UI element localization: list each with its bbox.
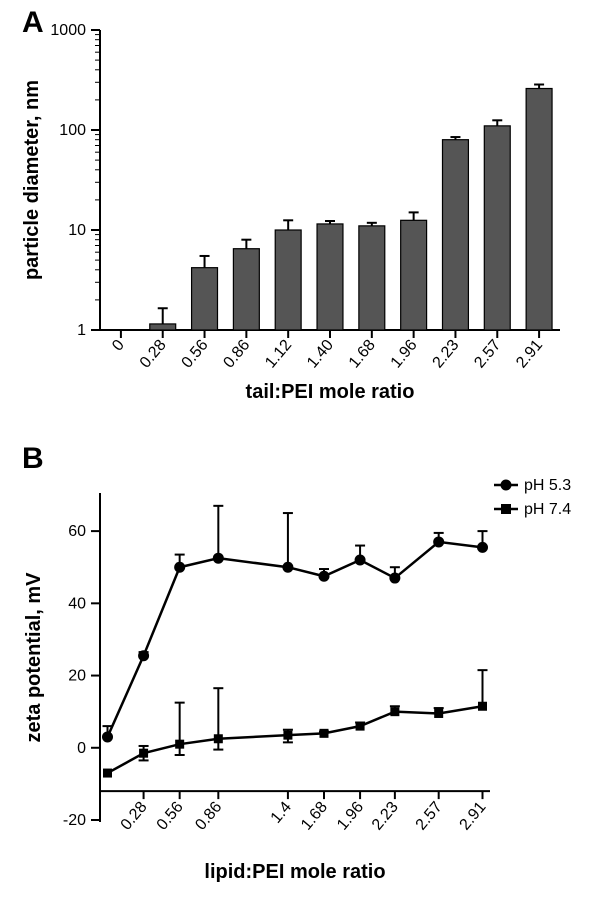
marker-square [175,740,184,749]
svg-text:10: 10 [68,222,86,239]
marker-square [103,769,112,778]
svg-text:20: 20 [68,668,86,685]
marker-circle [213,553,224,564]
legend-label: pH 5.3 [524,477,571,494]
bar [192,268,218,330]
svg-text:0.28: 0.28 [137,337,170,372]
marker-circle [318,571,329,582]
svg-text:0: 0 [77,740,86,757]
svg-text:1.96: 1.96 [334,799,367,834]
svg-text:0.28: 0.28 [118,799,151,834]
svg-text:2.57: 2.57 [471,337,504,372]
series-line [108,706,483,773]
svg-text:0.86: 0.86 [220,337,253,372]
panel-a: A 110100100000.280.560.861.121.401.681.9… [0,0,600,430]
marker-square [139,749,148,758]
marker-square [434,709,443,718]
bar [526,89,552,330]
marker-circle [477,542,488,553]
svg-text:lipid:PEI mole ratio: lipid:PEI mole ratio [204,861,385,883]
bar [317,224,343,330]
bar [442,140,468,330]
bar [275,230,301,330]
svg-text:particle diameter, nm: particle diameter, nm [21,80,43,280]
svg-text:40: 40 [68,595,86,612]
marker-square [390,707,399,716]
svg-text:1000: 1000 [50,22,86,39]
marker-circle [389,573,400,584]
svg-text:1.12: 1.12 [262,337,295,372]
panel-a-chart: 110100100000.280.560.861.121.401.681.962… [0,0,600,430]
svg-text:tail:PEI mole ratio: tail:PEI mole ratio [246,381,415,403]
bar [233,249,259,330]
marker-square [283,731,292,740]
legend-label: pH 7.4 [524,501,571,518]
svg-text:0.56: 0.56 [179,337,212,372]
svg-text:2.91: 2.91 [513,337,546,372]
svg-text:1.4: 1.4 [268,799,295,827]
panel-b-label: B [22,442,44,476]
svg-text:2.57: 2.57 [413,799,446,834]
svg-text:60: 60 [68,523,86,540]
panel-b: B -20 0 20 40 60 0.280.560.86 1.41.681.962.23 2… [0,440,600,898]
svg-text:1: 1 [77,322,86,339]
svg-text:zeta potential, mV: zeta potential, mV [23,572,45,743]
bar [150,324,176,330]
marker-circle [355,555,366,566]
panel-a-label: A [22,6,44,40]
svg-text:-20: -20 [63,812,86,829]
panel-b-chart: -20 0 20 40 60 0.280.560.86 1.41.681.962.23 2.5… [0,440,600,898]
svg-text:100: 100 [59,122,86,139]
marker-circle [282,562,293,573]
svg-text:2.91: 2.91 [457,799,490,834]
svg-text:1.40: 1.40 [304,337,337,372]
svg-text:1.68: 1.68 [346,337,379,372]
marker-circle [102,731,113,742]
bar [359,226,385,330]
series-line [108,542,483,737]
svg-text:0: 0 [109,337,128,355]
svg-text:0.86: 0.86 [192,799,225,834]
bar [484,126,510,330]
marker-square [478,702,487,711]
marker-circle [138,650,149,661]
marker-circle [433,536,444,547]
marker-square [319,729,328,738]
svg-text:2.23: 2.23 [429,337,462,372]
svg-text:1.68: 1.68 [298,799,331,834]
marker-square [214,734,223,743]
figure-root: A 110100100000.280.560.861.121.401.681.9… [0,0,600,898]
marker-square [356,722,365,731]
svg-text:1.96: 1.96 [388,337,421,372]
bar [401,220,427,330]
svg-text:0.56: 0.56 [154,799,187,834]
marker-circle [174,562,185,573]
svg-text:2.23: 2.23 [369,799,402,834]
